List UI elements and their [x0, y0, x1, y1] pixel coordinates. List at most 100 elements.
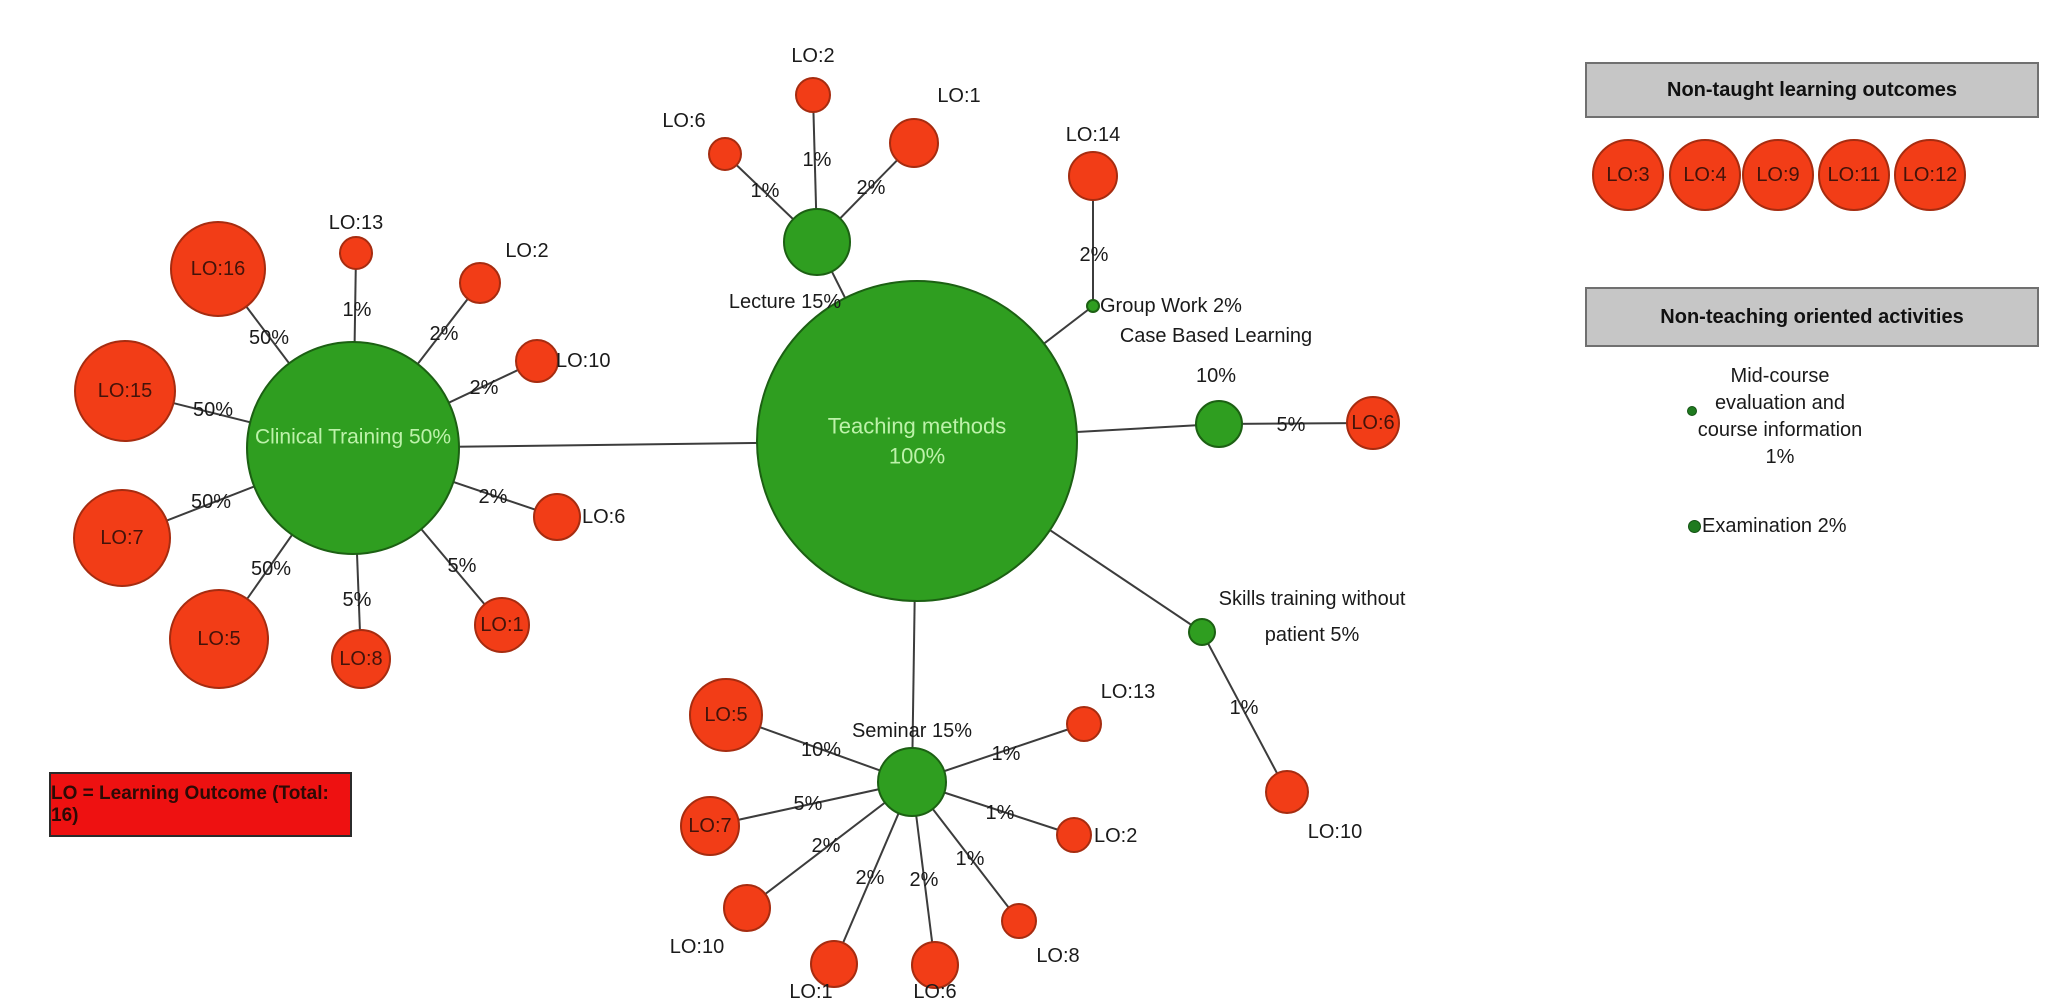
node-sem-lo13 [1066, 706, 1102, 742]
examination-label: Examination 2% [1702, 515, 1847, 537]
edge-label-case-based-learning-cbl-lo6: 5% [1277, 414, 1306, 436]
node-label-skills-training: patient 5% [1265, 624, 1360, 646]
node-nt-lo12 [1894, 139, 1966, 211]
edge-label-seminar-sem-lo7: 5% [794, 793, 823, 815]
node-label-ct-lo2: LO:2 [505, 240, 548, 262]
node-label-nt-lo12: LO:12 [1903, 164, 1957, 186]
node-label-ct-lo7: LO:7 [100, 527, 143, 549]
node-label-nt-lo4: LO:4 [1683, 164, 1726, 186]
node-lecture [783, 208, 851, 276]
mid-course-line-2: evaluation and [1714, 392, 1846, 414]
legend-box: LO = Learning Outcome (Total: 16) [49, 772, 352, 837]
edge-label-clinical-training-ct-lo13: 1% [343, 299, 372, 321]
edge-label-clinical-training-ct-lo15: 50% [193, 399, 233, 421]
non-teaching-title: Non-teaching oriented activities [1660, 305, 1964, 328]
node-label-nt-lo3: LO:3 [1606, 164, 1649, 186]
node-ct-lo16 [170, 221, 266, 317]
node-label-case-based-learning: 10% [1196, 365, 1236, 387]
node-ct-lo1 [474, 597, 530, 653]
edge-label-clinical-training-ct-lo16: 50% [249, 327, 289, 349]
non-taught-title: Non-taught learning outcomes [1667, 78, 1957, 101]
node-label-ct-lo15: LO:15 [98, 380, 152, 402]
node-label-ct-lo10: LO:10 [556, 350, 610, 372]
node-lec-lo2 [795, 77, 831, 113]
node-label-case-based-learning: Case Based Learning [1120, 325, 1312, 347]
edge-label-group-work-gw-lo14: 2% [1080, 244, 1109, 266]
edge-label-lecture-lec-lo1: 2% [857, 177, 886, 199]
node-sem-lo10 [723, 884, 771, 932]
edge-label-lecture-lec-lo6: 1% [751, 180, 780, 202]
node-label-nt-lo11: LO:11 [1828, 164, 1881, 186]
edge-label-lecture-lec-lo2: 1% [803, 149, 832, 171]
node-ct-lo7 [73, 489, 171, 587]
edge-label-seminar-sem-lo10: 2% [812, 835, 841, 857]
node-label-sem-lo7: LO:7 [688, 815, 731, 837]
node-label-lec-lo2: LO:2 [791, 45, 834, 67]
node-gw-lo14 [1068, 151, 1118, 201]
node-sem-lo8 [1001, 903, 1037, 939]
edge-label-clinical-training-ct-lo5: 50% [251, 558, 291, 580]
node-sem-lo7 [680, 796, 740, 856]
node-ct-lo13 [339, 236, 373, 270]
node-label-ct-lo1: LO:1 [480, 614, 523, 636]
node-label-sk-lo10: LO:10 [1308, 821, 1362, 843]
edge-label-clinical-training-ct-lo2: 2% [430, 323, 459, 345]
node-skills-training [1188, 618, 1216, 646]
node-label-nt-lo9: LO:9 [1756, 164, 1799, 186]
node-label-group-work: Group Work 2% [1100, 295, 1242, 317]
node-ct-lo10 [515, 339, 559, 383]
node-nt-lo4 [1669, 139, 1741, 211]
node-lec-lo1 [889, 118, 939, 168]
node-ct-lo6 [533, 493, 581, 541]
node-label-seminar: Seminar 15% [852, 720, 972, 742]
node-label-sem-lo1: LO:1 [789, 981, 832, 1001]
node-label-skills-training: Skills training without [1219, 588, 1406, 610]
node-ct-lo2 [459, 262, 501, 304]
node-label-sem-lo6: LO:6 [913, 981, 956, 1001]
non-taught-header: Non-taught learning outcomes [1585, 62, 2039, 118]
node-label-lecture: Lecture 15% [729, 291, 842, 313]
edge-label-clinical-training-ct-lo6: 2% [479, 486, 508, 508]
node-label-ct-lo5: LO:5 [197, 628, 240, 650]
edge-label-clinical-training-ct-lo8: 5% [343, 589, 372, 611]
edge-label-seminar-sem-lo5: 10% [801, 739, 841, 761]
node-label-sem-lo5: LO:5 [704, 704, 747, 726]
node-sem-lo6 [911, 941, 959, 989]
node-ct-lo15 [74, 340, 176, 442]
node-label-ct-lo6: LO:6 [582, 506, 625, 528]
node-label-lec-lo6: LO:6 [662, 110, 705, 132]
node-teaching-methods [756, 280, 1078, 602]
node-label-sem-lo13: LO:13 [1101, 681, 1155, 703]
node-ct-lo5 [169, 589, 269, 689]
node-seminar [877, 747, 947, 817]
edge-label-seminar-sem-lo1: 2% [856, 867, 885, 889]
node-ct-lo8 [331, 629, 391, 689]
node-sem-lo2 [1056, 817, 1092, 853]
node-label-ct-lo13: LO:13 [329, 212, 383, 234]
node-label-clinical-training: Clinical Training 50% [255, 426, 451, 449]
node-sem-lo1 [810, 940, 858, 988]
node-lec-lo6 [708, 137, 742, 171]
node-nt-lo3 [1592, 139, 1664, 211]
edge-skills-training-sk-lo10 [1201, 631, 1288, 793]
activity-mid-course-evaluation: Mid-course evaluation and course informa… [1655, 363, 1905, 471]
legend-text: LO = Learning Outcome (Total: 16) [51, 782, 329, 826]
node-label-ct-lo16: LO:16 [191, 258, 245, 280]
node-label-cbl-lo6: LO:6 [1351, 412, 1394, 434]
edge-label-clinical-training-ct-lo7: 50% [191, 491, 231, 513]
edge-label-seminar-sem-lo8: 1% [956, 848, 985, 870]
examination-node-icon [1688, 520, 1701, 533]
edge-label-clinical-training-ct-lo1: 5% [448, 555, 477, 577]
edge-label-seminar-sem-lo13: 1% [992, 743, 1021, 765]
node-label-teaching-methods: Teaching methods [828, 414, 1007, 439]
node-label-sem-lo8: LO:8 [1036, 945, 1079, 967]
node-label-lec-lo1: LO:1 [937, 85, 980, 107]
node-nt-lo11 [1818, 139, 1890, 211]
node-label-sem-lo10: LO:10 [670, 936, 724, 958]
node-label-gw-lo14: LO:14 [1066, 124, 1120, 146]
mid-course-node-icon [1687, 406, 1697, 416]
edge-label-seminar-sem-lo2: 1% [986, 802, 1015, 824]
mid-course-line-1: Mid-course [1730, 365, 1830, 387]
